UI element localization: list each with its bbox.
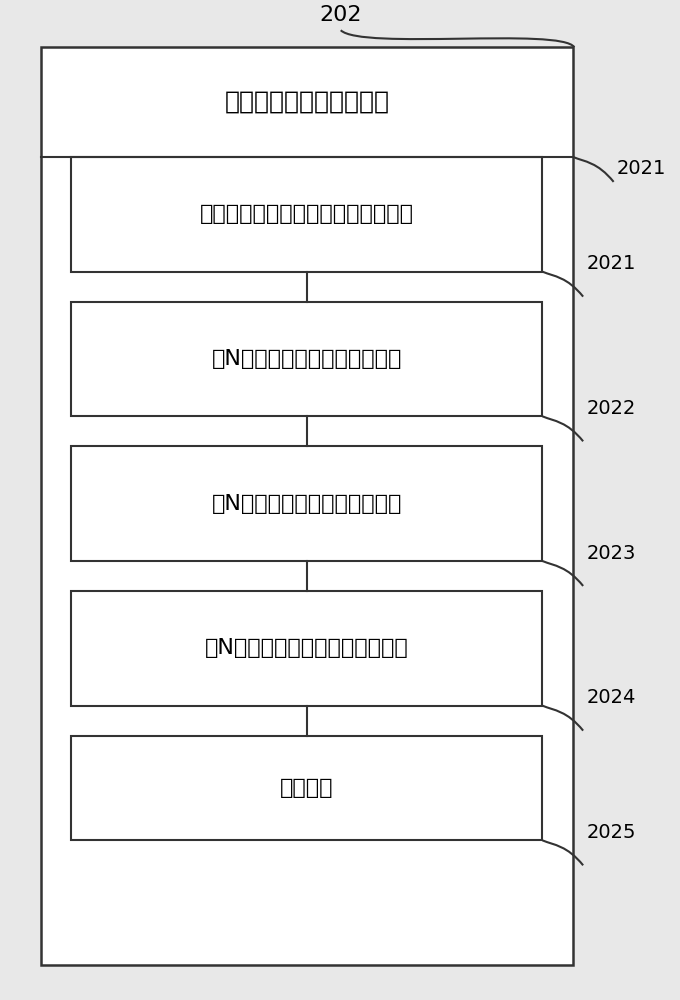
FancyBboxPatch shape: [71, 157, 543, 272]
Text: 202: 202: [320, 5, 362, 25]
FancyBboxPatch shape: [71, 302, 543, 416]
Text: 循环模块: 循环模块: [280, 778, 334, 798]
FancyBboxPatch shape: [71, 446, 543, 561]
Text: 2025: 2025: [587, 823, 636, 842]
Text: 第N段井筒内温度分布式获取模块: 第N段井筒内温度分布式获取模块: [205, 638, 409, 658]
Text: 井筒内温度分布获取单元: 井筒内温度分布获取单元: [224, 90, 390, 114]
FancyBboxPatch shape: [71, 736, 543, 840]
FancyBboxPatch shape: [71, 591, 543, 706]
Text: 第N段井筒常数系数式获取模块: 第N段井筒常数系数式获取模块: [211, 494, 402, 514]
Text: 2022: 2022: [587, 399, 636, 418]
Text: 2021: 2021: [617, 159, 666, 178]
Text: 第N段井筒的传热系数获取模块: 第N段井筒的传热系数获取模块: [211, 349, 402, 369]
Text: 2021: 2021: [587, 254, 636, 273]
Text: 每段井筒内温度通解表达式获取模块: 每段井筒内温度通解表达式获取模块: [200, 204, 414, 224]
FancyBboxPatch shape: [41, 47, 573, 965]
Text: 2024: 2024: [587, 688, 636, 707]
Text: 2023: 2023: [587, 544, 636, 563]
